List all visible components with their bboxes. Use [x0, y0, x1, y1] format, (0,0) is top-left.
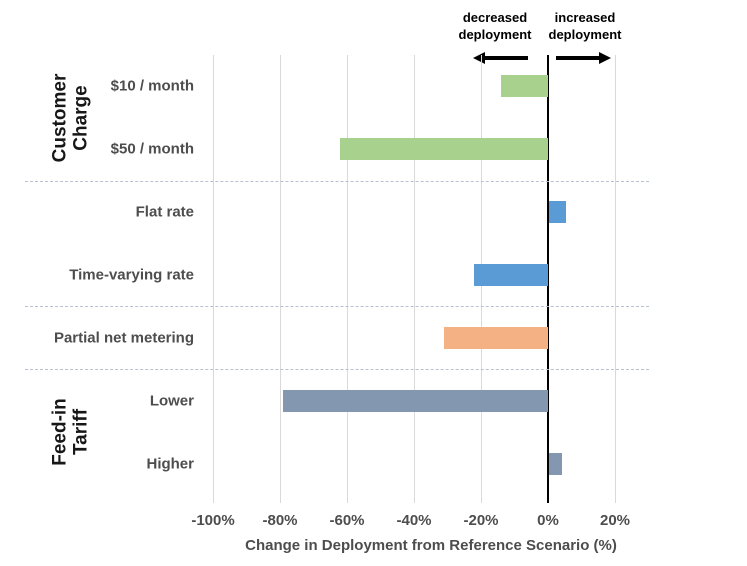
- bar-partial-net-metering: [444, 326, 548, 349]
- bar-50-month: [340, 138, 548, 161]
- x-tick-label: -80%: [262, 512, 298, 529]
- x-tick-label: -60%: [329, 512, 365, 529]
- row-label-10-month: $10 / month: [110, 77, 194, 95]
- grid-line-20: [614, 55, 616, 503]
- x-tick-label: 0%: [537, 512, 559, 529]
- arrow-head-left: [473, 51, 485, 64]
- arrow-head-right: [599, 51, 611, 64]
- bar-lower: [283, 389, 548, 412]
- row-label-higher: Higher: [146, 455, 194, 473]
- x-tick-label: -40%: [396, 512, 432, 529]
- grid-line--100: [212, 55, 214, 503]
- x-tick-label: -100%: [191, 512, 235, 529]
- group-separator: [25, 369, 649, 371]
- decreased-deployment-label: decreased deployment: [458, 10, 532, 42]
- bar-time-varying-rate: [474, 264, 548, 286]
- grid-line--80: [279, 55, 281, 503]
- zero-axis-line: [547, 55, 549, 503]
- arrow-shaft: [485, 55, 528, 60]
- increased-direction-arrow-icon: [556, 51, 611, 64]
- group-label-customer-charge: Customer Charge: [49, 73, 92, 163]
- row-label-lower: Lower: [149, 392, 194, 410]
- x-tick-label: 20%: [599, 512, 631, 529]
- bar-10-month: [501, 75, 548, 98]
- group-separator: [25, 180, 649, 182]
- row-label-50-month: $50 / month: [110, 140, 194, 158]
- row-label-partial-net-metering: Partial net metering: [53, 329, 194, 347]
- row-label-flat-rate: Flat rate: [135, 203, 194, 221]
- group-label-feed-in-tariff: Feed-in Tariff: [49, 398, 92, 466]
- bar-higher: [549, 452, 563, 475]
- increased-deployment-label: increased deployment: [548, 10, 622, 42]
- grid-line--60: [346, 55, 348, 503]
- x-axis-title: Change in Deployment from Reference Scen…: [245, 537, 617, 554]
- x-tick-label: -20%: [463, 512, 499, 529]
- grid-line--40: [413, 55, 415, 503]
- bar-flat-rate: [549, 201, 566, 224]
- group-separator: [25, 306, 649, 308]
- row-label-time-varying-rate: Time-varying rate: [69, 266, 194, 284]
- decreased-direction-arrow-icon: [473, 51, 528, 64]
- arrow-shaft: [556, 55, 599, 60]
